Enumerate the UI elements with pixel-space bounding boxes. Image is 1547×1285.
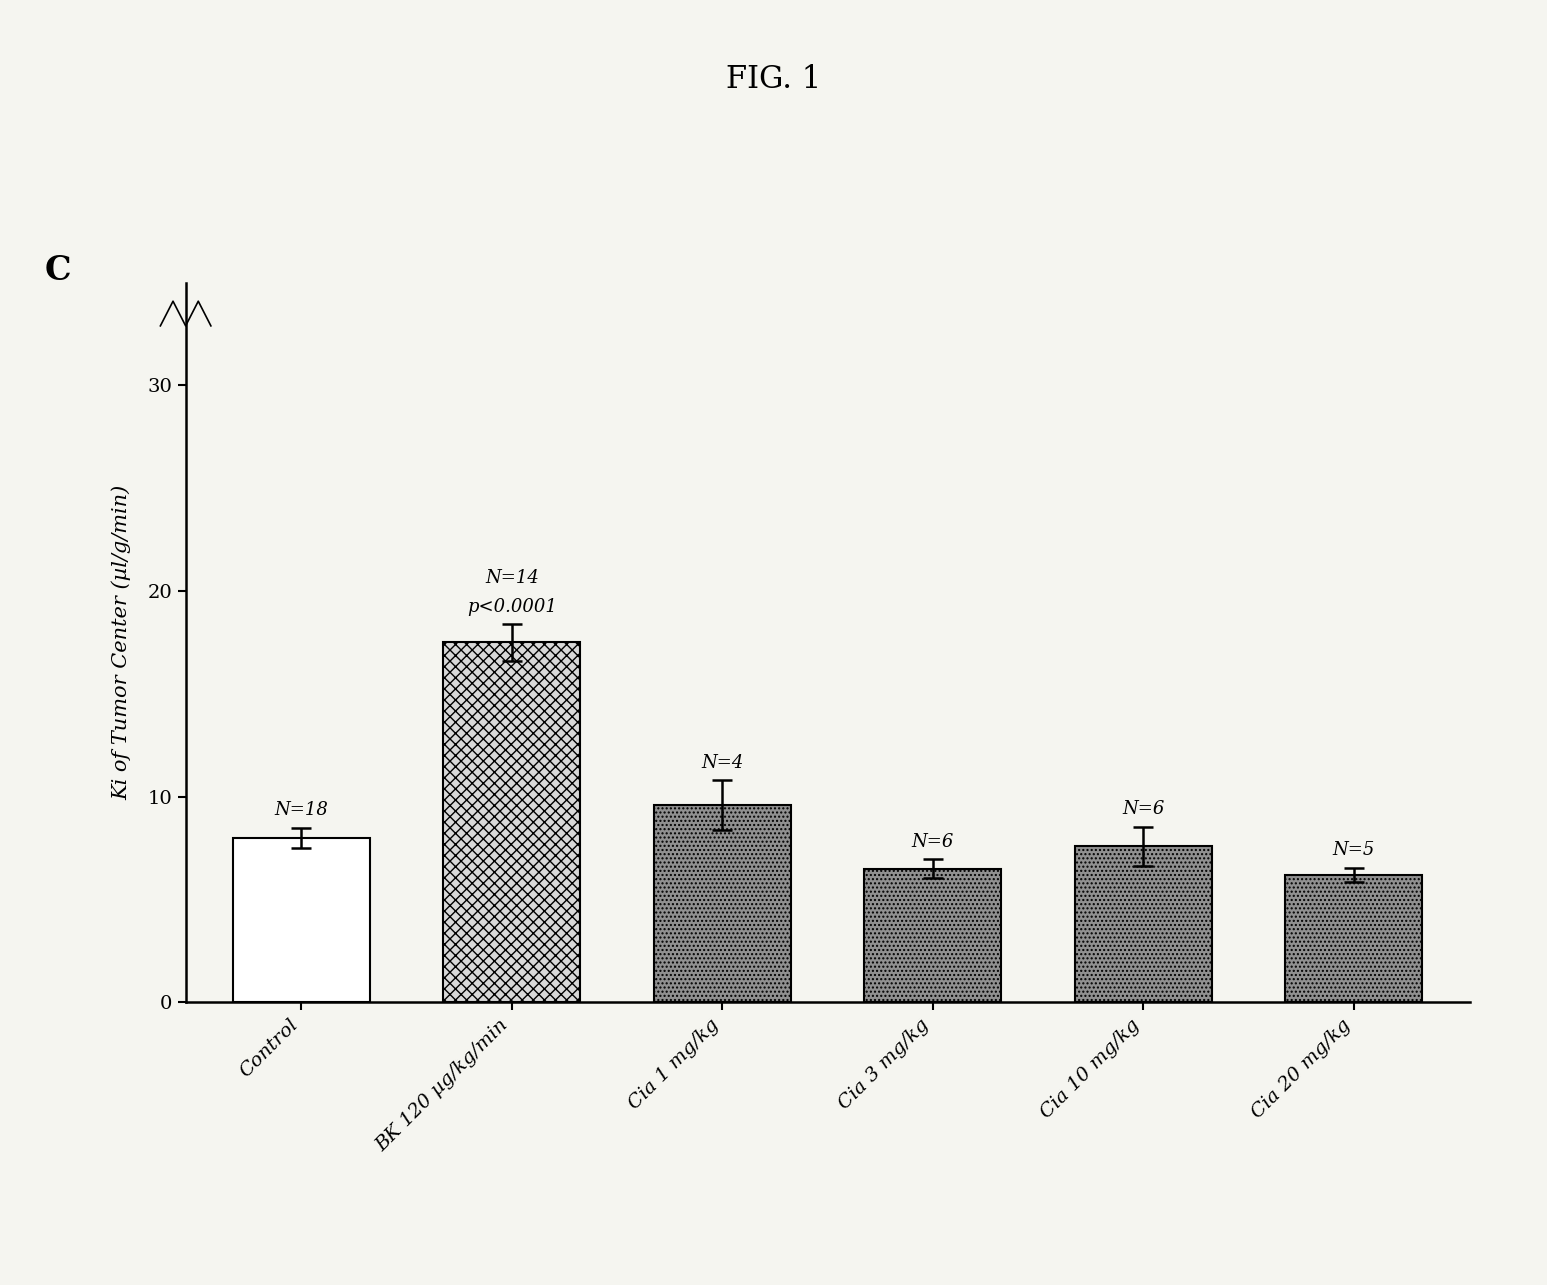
- Text: N=4: N=4: [701, 754, 744, 772]
- Bar: [865, 869, 1001, 1002]
- Text: C: C: [45, 254, 71, 287]
- Text: N=5: N=5: [1332, 842, 1375, 860]
- Text: p<0.0001: p<0.0001: [467, 598, 557, 616]
- Bar: [1075, 846, 1211, 1002]
- Text: FIG. 1: FIG. 1: [726, 64, 821, 95]
- Text: N=6: N=6: [911, 833, 954, 851]
- Bar: [444, 642, 580, 1002]
- Text: N=14: N=14: [484, 569, 538, 587]
- Text: N=18: N=18: [274, 802, 328, 820]
- Bar: [1286, 875, 1422, 1002]
- Bar: [654, 804, 791, 1002]
- Y-axis label: Ki of Tumor Center (µl/g/min): Ki of Tumor Center (µl/g/min): [111, 484, 131, 801]
- Text: N=6: N=6: [1122, 801, 1165, 819]
- Bar: [234, 838, 370, 1002]
